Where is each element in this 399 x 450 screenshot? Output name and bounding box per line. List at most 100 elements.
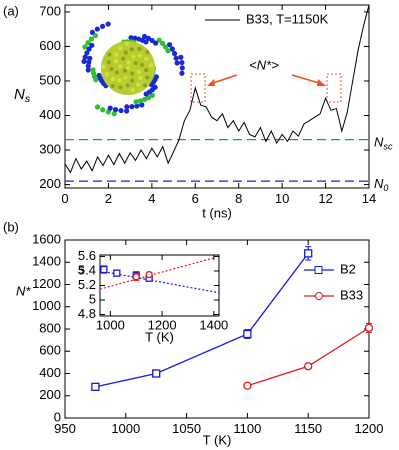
y-tick-label: 600 xyxy=(39,38,61,53)
y-axis-label: Ns xyxy=(14,86,31,105)
y-tick-label: 1200 xyxy=(32,276,61,291)
atom xyxy=(90,67,96,73)
atom xyxy=(142,83,147,88)
atom xyxy=(162,44,169,50)
atom xyxy=(143,39,149,45)
legend-label: B33 xyxy=(340,287,363,302)
x-axis-label: t (ns) xyxy=(202,205,232,220)
atom xyxy=(130,71,135,76)
atom xyxy=(171,50,178,57)
atom xyxy=(145,75,150,80)
atom xyxy=(144,68,149,73)
atom xyxy=(105,21,111,27)
atom xyxy=(118,64,123,69)
x-tick-label: 2 xyxy=(105,191,112,206)
atom xyxy=(136,69,141,74)
y-axis-label-sub: s xyxy=(25,93,31,105)
atom xyxy=(117,78,122,83)
atom xyxy=(85,67,91,73)
y-tick-label: 5.4 xyxy=(78,262,96,277)
atom xyxy=(104,72,109,77)
marker xyxy=(91,382,100,392)
y-tick-label: 400 xyxy=(39,365,61,380)
atom xyxy=(121,56,126,61)
y-tick-label: 700 xyxy=(39,3,61,18)
atom xyxy=(113,59,118,64)
x-tick-label: 1000 xyxy=(96,317,125,332)
arrow-head xyxy=(207,79,215,86)
marker xyxy=(243,329,252,339)
atom xyxy=(89,29,96,35)
y-tick-label: 1000 xyxy=(32,298,61,313)
arrow-head xyxy=(317,79,326,86)
x-tick-label: 1100 xyxy=(233,421,261,436)
atom xyxy=(101,64,106,69)
atom xyxy=(166,42,173,48)
y-tick-label: 5.2 xyxy=(78,277,96,292)
atom xyxy=(173,55,179,61)
y-tick-label: 4.8 xyxy=(78,306,96,321)
atom xyxy=(136,82,141,87)
atom xyxy=(174,60,180,66)
atom xyxy=(133,99,139,105)
reference-label-main: N xyxy=(374,177,384,192)
atom xyxy=(106,60,111,65)
atom xyxy=(124,104,130,110)
atom xyxy=(107,105,113,111)
atom xyxy=(87,55,93,61)
atom xyxy=(137,53,142,58)
atom xyxy=(94,104,101,110)
atom xyxy=(159,40,166,46)
y-tick-label: 0 xyxy=(54,409,61,424)
atom xyxy=(128,35,134,41)
atom xyxy=(96,72,102,79)
x-tick-label: 12 xyxy=(318,191,332,206)
atom xyxy=(178,54,184,60)
atom xyxy=(165,48,171,54)
y-tick-label: 5 xyxy=(89,291,96,306)
atom xyxy=(179,70,185,76)
atom xyxy=(92,32,99,39)
atom xyxy=(85,40,91,46)
atom xyxy=(156,37,162,43)
atom xyxy=(126,60,131,65)
atom xyxy=(179,59,185,66)
atom xyxy=(89,42,95,48)
marker xyxy=(304,249,313,258)
atom xyxy=(141,96,148,103)
atom xyxy=(134,103,140,109)
atom xyxy=(84,50,90,56)
annotation: <N*> xyxy=(249,57,279,72)
x-tick-label: 1050 xyxy=(172,421,201,436)
y-tick-label: 1400 xyxy=(32,254,61,269)
legend-label: B33, T=1150K xyxy=(246,11,329,26)
atom xyxy=(140,62,145,67)
y-tick-label: 200 xyxy=(39,176,61,191)
legend-label: B2 xyxy=(340,261,356,276)
atom xyxy=(179,65,185,71)
atom xyxy=(125,42,130,47)
atom xyxy=(137,98,143,104)
x-tick-label: 0 xyxy=(61,191,68,206)
marker xyxy=(304,362,313,371)
y-axis-label-main: N xyxy=(14,86,25,103)
panel-label: (a) xyxy=(3,3,19,18)
atom xyxy=(133,61,138,66)
x-tick-label: 10 xyxy=(275,191,289,206)
atom xyxy=(112,107,119,113)
atom xyxy=(82,44,88,50)
y-tick-label: 500 xyxy=(39,72,61,87)
x-tick-label: 8 xyxy=(235,191,242,206)
reference-label-main: N xyxy=(374,135,384,150)
atom xyxy=(126,66,130,70)
atom xyxy=(169,46,175,52)
atom xyxy=(123,68,128,73)
marker xyxy=(152,369,161,378)
atom xyxy=(129,104,135,110)
atom xyxy=(85,63,91,69)
atom xyxy=(118,46,123,51)
legend-marker xyxy=(315,292,323,300)
atom xyxy=(130,88,135,93)
x-tick-label: 1000 xyxy=(111,421,140,436)
